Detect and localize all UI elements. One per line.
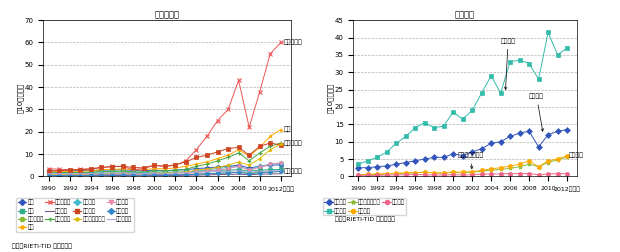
Y-axis label: （10億ドル）: （10億ドル）	[17, 83, 24, 113]
Title: （部品）: （部品）	[455, 10, 475, 19]
Text: 鉄銅・金属: 鉄銅・金属	[284, 140, 303, 146]
Text: 資料：RIETI-TID から作成。: 資料：RIETI-TID から作成。	[12, 244, 73, 249]
Text: 資料：RIETI-TID から作成。: 資料：RIETI-TID から作成。	[335, 216, 395, 222]
Text: 石油・石炭: 石油・石炭	[284, 40, 303, 45]
Text: 電気機械: 電気機械	[500, 38, 516, 89]
Text: 輸送機械: 輸送機械	[569, 153, 584, 158]
Text: 一般機械: 一般機械	[529, 94, 544, 131]
Legend: 一般機械, 電気機械, 家庭用電気機器, 輸送機械, 精密機械: 一般機械, 電気機械, 家庭用電気機器, 輸送機械, 精密機械	[322, 198, 407, 215]
Text: パルプ・紙: パルプ・紙	[284, 169, 303, 174]
Title: （加工品）: （加工品）	[155, 10, 180, 19]
Text: 化学: 化学	[284, 127, 291, 132]
Legend: 食品, 繊維, パルプ・紙, 化学, 石油・石炭, 窯業土石, 鉄銅・金属, 一般機械, 電気機械, 家庭用電気機器, 輸送機械, 精密機械, 玩具・雑貨: 食品, 繊維, パルプ・紙, 化学, 石油・石炭, 窯業土石, 鉄銅・金属, 一…	[16, 198, 134, 232]
Text: 家庭用電気機器: 家庭用電気機器	[458, 153, 484, 169]
Y-axis label: （10億ドル）: （10億ドル）	[327, 83, 334, 113]
